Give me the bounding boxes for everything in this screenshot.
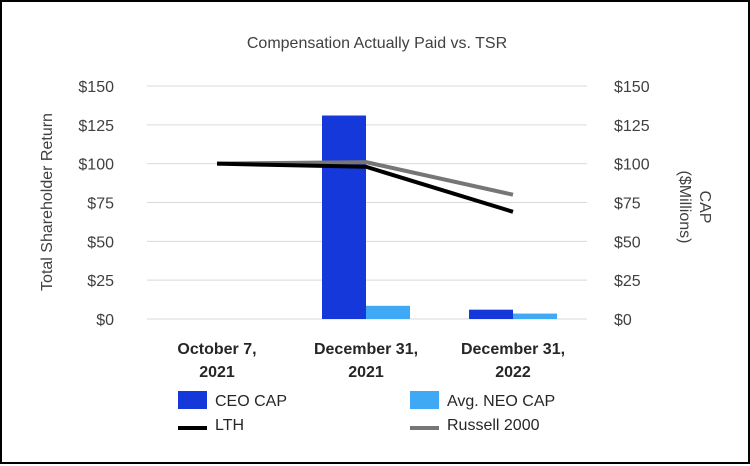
line-lth	[216, 161, 514, 214]
left-tick-label: $75	[87, 196, 114, 213]
left-tick-label: $25	[87, 273, 114, 290]
right-tick-label: $75	[614, 196, 641, 213]
bar-avg-neo-cap	[366, 305, 410, 319]
right-tick-label: $125	[614, 118, 650, 135]
left-tick-label: $0	[96, 312, 114, 329]
bars	[322, 115, 557, 319]
right-axis-label-line1: CAP	[696, 191, 713, 224]
bar-avg-neo-cap	[513, 313, 557, 319]
legend: CEO CAP Avg. NEO CAP LTH Russell 2000	[178, 391, 555, 434]
bar-ceo-cap	[322, 115, 366, 319]
legend-swatch-avg-neo-cap	[410, 391, 439, 409]
left-tick-label: $150	[78, 79, 114, 96]
right-tick-label: $50	[614, 234, 641, 251]
left-y-ticks: $0 $25 $50 $75 $100 $125 $150	[78, 79, 114, 329]
chart-title: Compensation Actually Paid vs. TSR	[247, 35, 507, 52]
legend-label-avg-neo-cap: Avg. NEO CAP	[447, 393, 555, 410]
category-label: December 31,	[461, 341, 565, 358]
legend-label-russell-2000: Russell 2000	[447, 417, 540, 434]
right-y-ticks: $0 $25 $50 $75 $100 $125 $150	[614, 79, 650, 329]
left-tick-label: $125	[78, 118, 114, 135]
right-tick-label: $150	[614, 79, 650, 96]
bar-ceo-cap	[469, 309, 513, 319]
right-tick-label: $100	[614, 157, 650, 174]
category-label-year: 2022	[495, 364, 531, 381]
lines	[216, 160, 514, 214]
legend-label-ceo-cap: CEO CAP	[215, 393, 287, 410]
left-tick-label: $50	[87, 234, 114, 251]
left-tick-label: $100	[78, 157, 114, 174]
x-categories: October 7, 2021 December 31, 2021 December 3…	[177, 341, 565, 381]
right-axis-label-line2: ($Millions)	[676, 171, 693, 244]
legend-swatch-ceo-cap	[178, 391, 207, 409]
right-tick-label: $0	[614, 312, 632, 329]
legend-label-lth: LTH	[215, 417, 244, 434]
grid	[147, 85, 587, 320]
category-label: December 31,	[314, 341, 418, 358]
right-tick-label: $25	[614, 273, 641, 290]
category-label-year: 2021	[348, 364, 384, 381]
category-label: October 7,	[177, 341, 256, 358]
category-label-year: 2021	[199, 364, 235, 381]
left-axis-label: Total Shareholder Return	[39, 113, 56, 291]
